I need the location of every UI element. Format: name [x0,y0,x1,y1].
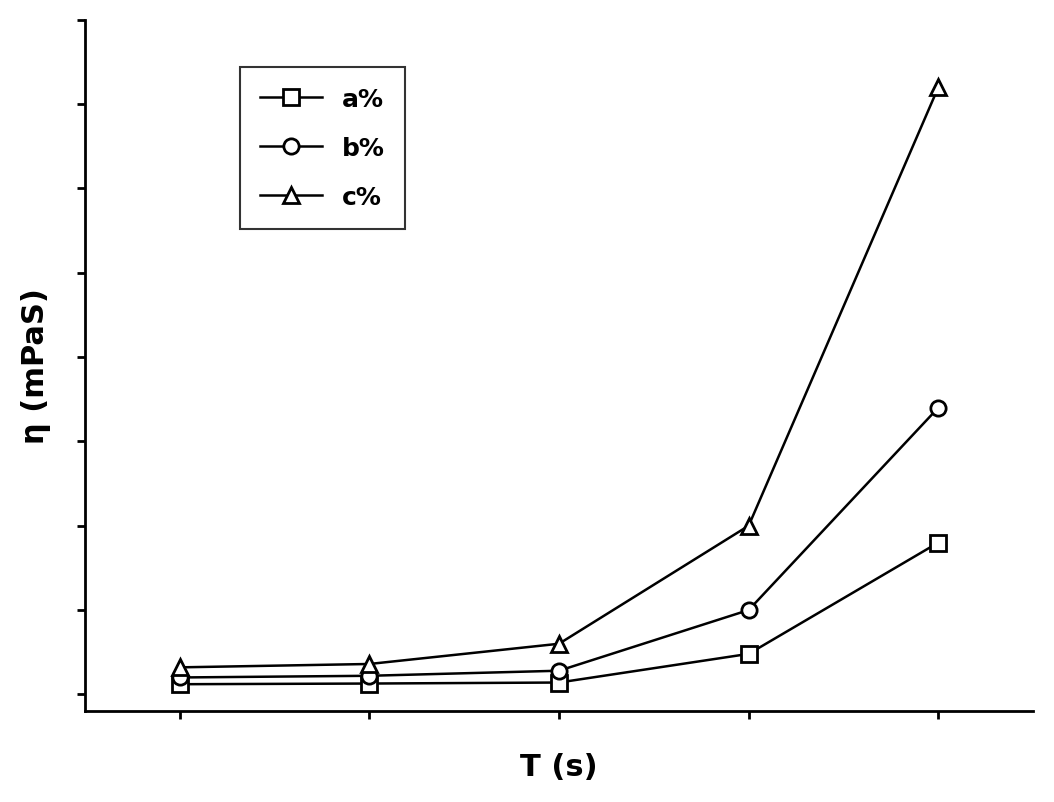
c% [742,521,755,531]
b% [363,671,375,681]
c% [932,83,944,93]
b% [932,403,944,413]
Legend: a%, b%, c%: a%, b%, c% [239,68,405,229]
a% [173,679,186,689]
X-axis label: T (s): T (s) [521,752,598,781]
Y-axis label: η (mPaS): η (mPaS) [21,288,51,444]
Line: c%: c% [172,80,946,675]
Line: b%: b% [172,400,946,685]
Line: a%: a% [172,535,946,692]
b% [552,666,565,676]
a% [932,538,944,548]
b% [173,673,186,683]
a% [552,678,565,687]
a% [742,650,755,659]
c% [552,639,565,649]
a% [363,678,375,688]
c% [363,659,375,669]
b% [742,606,755,615]
c% [173,662,186,672]
